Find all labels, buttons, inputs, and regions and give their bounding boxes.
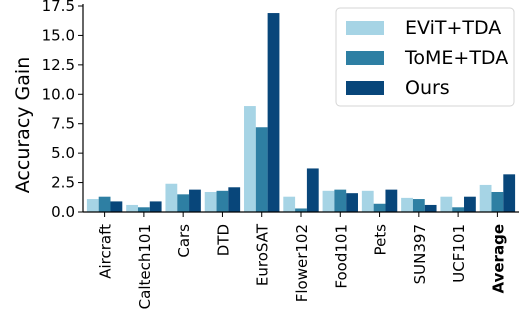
bar-ours-dtd [228,187,241,212]
legend-label: ToME+TDA [404,47,508,69]
bar-evit-tda-eurosat [244,106,256,212]
legend-label: EViT+TDA [405,17,501,39]
x-tick-label: SUN397 [411,224,429,284]
y-tick-label: 15.0 [42,26,75,44]
bar-evit-tda-aircraft [86,199,99,212]
legend-swatch [346,21,384,35]
x-tick-label: Food101 [332,224,350,289]
x-tick-label: EuroSAT [254,223,272,286]
bar-evit-tda-dtd [204,191,217,212]
y-tick-label: 10.0 [42,85,75,103]
bar-series [86,13,516,213]
x-tick-label: Average [489,224,507,293]
y-tick-label: 2.5 [51,174,75,192]
bar-ours-cars [189,189,201,212]
x-tick-label: UCF101 [450,224,468,283]
bar-tome-tda-pets [373,203,386,212]
x-tick-label: Caltech101 [136,224,154,309]
bar-ours-eurosat [267,13,280,213]
bar-ours-caltech101 [149,201,162,212]
bar-tome-tda-aircraft [98,196,111,212]
legend: EViT+TDA ToME+TDA Ours [335,7,515,107]
bar-ours-pets [385,189,398,212]
y-axis-ticks: 0.0 2.5 5.0 7.5 10.0 12.5 15.0 17.5 [42,0,83,221]
bar-evit-tda-cars [165,183,178,212]
axes [82,4,519,213]
legend-label: Ours [405,77,450,99]
bar-tome-tda-cars [177,194,190,212]
bar-evit-tda-sun397 [401,197,413,212]
bar-evit-tda-food101 [322,190,335,212]
bar-evit-tda-ucf101 [440,196,453,212]
bar-ours-sun397 [424,204,437,212]
y-tick-label: 7.5 [51,115,75,133]
bar-evit-tda-flower102 [283,196,296,212]
bar-evit-tda-caltech101 [126,204,138,212]
bar-ours-flower102 [306,168,319,212]
y-tick-label: 17.5 [42,0,75,15]
bar-ours-average [503,174,516,212]
x-axis-ticks: Aircraft Caltech101 Cars DTD EuroSAT Flower10… [97,212,507,309]
bar-evit-tda-pets [361,190,374,212]
bar-evit-tda-average [479,184,492,212]
y-tick-label: 5.0 [51,144,75,162]
y-tick-label: 12.5 [42,56,75,74]
bar-ours-food101 [346,193,358,212]
y-tick-label: 0.0 [51,203,75,221]
bar-tome-tda-food101 [334,189,347,212]
bar-ours-ucf101 [464,196,476,212]
legend-swatch [346,51,384,65]
x-tick-label: Cars [175,224,193,258]
x-tick-label: Flower102 [293,224,311,302]
y-axis-label: Accuracy Gain [12,57,34,193]
legend-swatch [346,81,384,95]
bar-tome-tda-flower102 [295,208,307,212]
bar-tome-tda-ucf101 [452,207,465,212]
bar-tome-tda-sun397 [412,199,425,212]
bar-ours-aircraft [110,201,123,212]
bar-tome-tda-average [491,191,504,212]
bar-tome-tda-eurosat [255,127,268,212]
x-tick-label: Aircraft [97,224,115,279]
bar-tome-tda-caltech101 [137,207,150,212]
bar-tome-tda-dtd [216,190,229,212]
x-tick-label: Pets [372,224,390,256]
x-tick-label: DTD [214,224,232,256]
